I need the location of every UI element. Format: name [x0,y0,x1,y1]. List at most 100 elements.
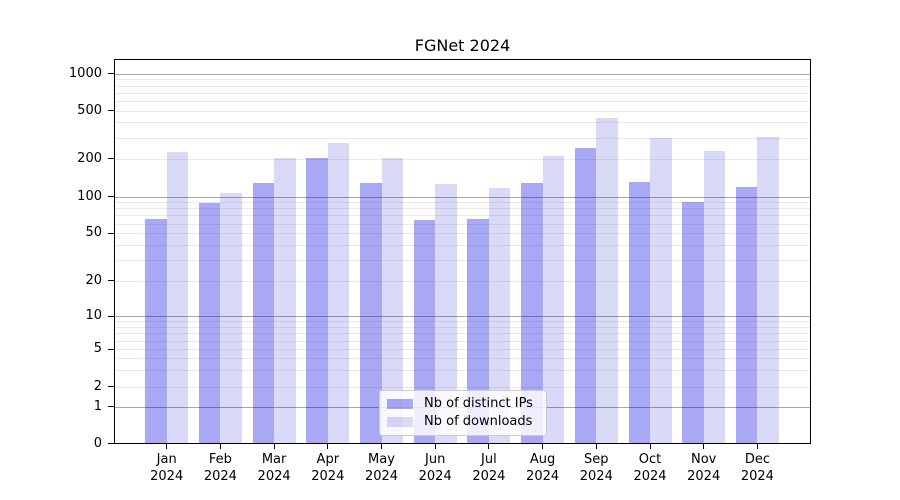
y-gridline-major [114,196,811,198]
y-tick-mark [108,386,114,388]
y-tick-label: 100 [77,188,102,204]
y-gridline-minor [114,137,811,139]
x-tick-mark [219,444,221,449]
y-gridline-minor [114,79,811,81]
x-tick-mark [434,444,436,449]
bar-nb-of-downloads-nov-2024 [703,151,726,444]
y-gridline-minor [114,280,811,282]
x-tick-label-jul-2024: Jul 2024 [472,452,506,484]
y-gridline-minor [114,202,811,204]
legend-swatch-downloads [387,417,413,428]
x-tick-mark [595,444,597,449]
legend-label-distinct-ips: Nb of distinct IPs [424,395,533,411]
bar-nb-of-distinct-ips-apr-2024 [306,158,328,444]
chart-title: FGNet 2024 [414,36,511,55]
y-tick-mark [108,280,114,281]
y-gridline-minor [114,358,811,360]
y-tick-label: 20 [85,272,102,288]
y-gridline-major [114,73,811,75]
y-tick-mark [108,158,114,160]
y-tick-label: 200 [77,150,102,166]
y-tick-label: 5 [93,341,102,357]
y-tick-label: 1 [93,398,102,414]
bar-nb-of-downloads-mar-2024 [274,158,296,444]
x-tick-label-nov-2024: Nov 2024 [687,452,721,484]
y-tick-mark [108,348,114,350]
x-tick-label-mar-2024: Mar 2024 [257,452,291,484]
bar-nb-of-distinct-ips-nov-2024 [682,201,704,444]
y-gridline-minor [114,158,811,160]
x-tick-mark [649,444,651,449]
bar-nb-of-downloads-dec-2024 [757,137,779,444]
x-tick-label-jan-2024: Jan 2024 [150,452,184,484]
y-gridline-minor [114,340,811,342]
bar-nb-of-distinct-ips-mar-2024 [252,183,275,444]
bar-nb-of-downloads-apr-2024 [327,143,350,444]
axis-spine-top [114,59,811,60]
y-tick-mark [108,406,114,408]
bar-nb-of-distinct-ips-aug-2024 [521,183,543,444]
y-gridline-minor [114,326,811,328]
plot-area: Nb of distinct IPs Nb of downloads [114,59,811,444]
y-gridline-minor [114,92,811,94]
bar-nb-of-downloads-aug-2024 [542,155,565,444]
bar-nb-of-distinct-ips-jun-2024 [413,220,436,444]
x-tick-mark [703,444,705,449]
y-tick-mark [108,443,114,444]
legend-item-distinct-ips: Nb of distinct IPs [387,396,539,412]
x-tick-mark [273,444,275,449]
bar-nb-of-downloads-sep-2024 [596,117,618,444]
y-gridline-minor [114,233,811,235]
bar-nb-of-distinct-ips-sep-2024 [574,147,597,444]
y-tick-label: 0 [93,435,102,451]
x-tick-mark [756,444,758,449]
x-tick-mark [488,444,490,449]
y-gridline-minor [114,122,811,124]
x-tick-label-aug-2024: Aug 2024 [526,452,560,484]
y-gridline-minor [114,208,811,210]
y-tick-mark [108,315,114,317]
y-gridline-minor [114,223,811,225]
y-gridline-major [114,316,811,317]
bar-nb-of-downloads-oct-2024 [650,137,672,444]
x-tick-label-sep-2024: Sep 2024 [579,452,613,484]
x-tick-label-may-2024: May 2024 [364,452,399,484]
axis-spine-left [114,59,115,444]
bar-nb-of-downloads-jan-2024 [166,151,189,444]
y-gridline-minor [114,110,811,112]
bar-nb-of-distinct-ips-dec-2024 [735,186,758,444]
x-tick-mark [381,444,382,449]
y-gridline-minor [114,349,811,351]
y-tick-mark [108,232,114,234]
y-gridline-minor [114,321,811,323]
bar-nb-of-downloads-feb-2024 [220,193,242,444]
x-tick-label-feb-2024: Feb 2024 [203,452,237,484]
axis-spine-bottom [114,443,811,444]
bar-nb-of-distinct-ips-feb-2024 [198,202,221,444]
x-tick-label-oct-2024: Oct 2024 [633,452,667,484]
x-tick-label-apr-2024: Apr 2024 [311,452,345,484]
y-gridline-minor [114,370,811,372]
y-gridline-minor [114,215,811,217]
legend-item-downloads: Nb of downloads [387,414,539,430]
y-tick-label: 500 [77,102,102,118]
legend-label-downloads: Nb of downloads [424,414,533,430]
y-gridline-minor [114,100,811,102]
x-tick-label-jun-2024: Jun 2024 [418,452,452,484]
y-tick-label: 2 [93,378,102,394]
y-gridline-minor [114,333,811,335]
y-tick-label: 1000 [68,65,102,81]
legend: Nb of distinct IPs Nb of downloads [379,390,547,436]
bar-nb-of-distinct-ips-may-2024 [360,183,382,444]
y-tick-label: 10 [85,308,102,323]
y-gridline-minor [114,85,811,87]
legend-swatch-distinct-ips [387,398,413,409]
y-gridline-minor [114,386,811,388]
y-tick-mark [108,73,114,74]
x-tick-label-dec-2024: Dec 2024 [740,452,774,484]
bar-nb-of-downloads-may-2024 [381,157,403,444]
bar-nb-of-distinct-ips-jul-2024 [467,218,489,444]
y-gridline-minor [114,259,811,261]
bar-nb-of-downloads-jun-2024 [435,183,457,444]
